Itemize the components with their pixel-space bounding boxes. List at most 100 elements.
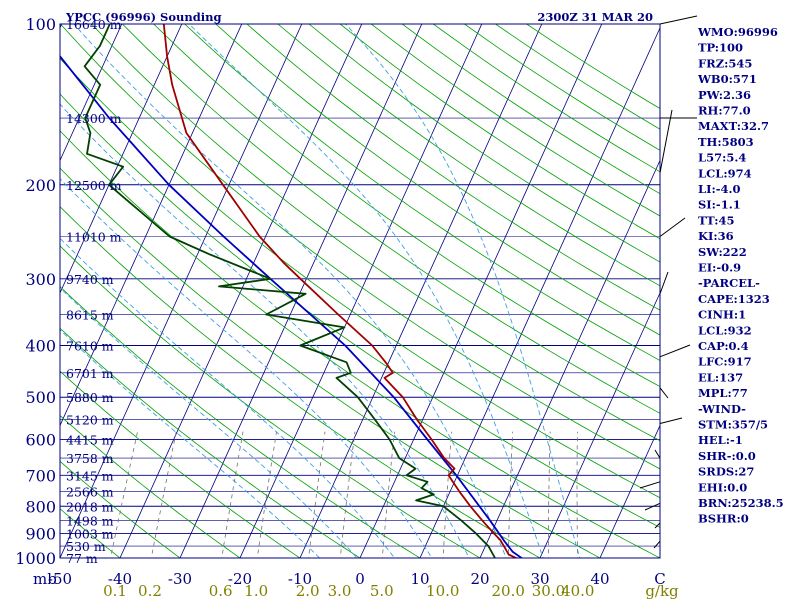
wind-barb [639, 481, 661, 489]
index-item: KI:36 [698, 229, 734, 243]
wind-barb [653, 540, 661, 549]
pressure-tick-label: 600 [25, 431, 56, 450]
dry-adiabat-line [153, 24, 660, 388]
pressure-tick-label: 800 [25, 497, 56, 516]
height-label: 9740 m [66, 272, 114, 287]
wind-barb [659, 15, 698, 25]
mixing-ratio-tick-label: 1.0 [244, 582, 268, 600]
height-label: 77 m [66, 551, 98, 566]
wind-barb [659, 217, 686, 237]
height-label: 6701 m [66, 366, 114, 381]
moist-adiabat-line [73, 24, 507, 558]
height-label: 530 m [66, 539, 106, 554]
index-item: -PARCEL- [698, 276, 760, 290]
mixing-ratio-line [150, 431, 177, 558]
index-item: HEL:-1 [698, 433, 743, 447]
moist-adiabat-line [60, 287, 358, 558]
index-item: TP:100 [698, 41, 743, 55]
mixing-ratio-line [110, 431, 138, 558]
height-label: 3758 m [66, 451, 114, 466]
wind-barb [659, 271, 669, 294]
dry-adiabat-line [277, 24, 660, 287]
mixing-ratio-tick-label: 30.0 [532, 582, 565, 600]
index-item: LFC:917 [698, 355, 752, 369]
index-item: RH:77.0 [698, 104, 751, 118]
mixing-ratio-tick-label: 0.1 [103, 582, 127, 600]
wind-barb [659, 344, 691, 358]
mixing-ratio-tick-label: 0.6 [209, 582, 233, 600]
isotherm-line [479, 159, 660, 558]
index-item: MAXT:32.7 [698, 119, 769, 133]
wind-barb [654, 522, 661, 529]
index-item: BRN:25238.5 [698, 496, 784, 510]
index-item: EL:137 [698, 370, 743, 384]
index-item: WB0:571 [697, 72, 757, 86]
dry-adiabat-line [246, 24, 660, 311]
index-item: STM:357/5 [698, 418, 768, 432]
wind-barb [654, 449, 661, 459]
index-item: -WIND- [698, 402, 746, 416]
dry-adiabat-line [308, 24, 660, 263]
dry-adiabat-line [184, 24, 660, 361]
dry-adiabat-line [60, 57, 660, 499]
index-item: PW:2.36 [698, 88, 751, 102]
wind-barb [644, 502, 661, 511]
index-item: TT:45 [698, 213, 735, 227]
mixing-ratio-tick-label: g/kg [645, 582, 679, 600]
background-grid [60, 24, 660, 558]
mixing-ratio-tick-label: 0.2 [138, 582, 162, 600]
dry-adiabat-line [60, 286, 421, 558]
index-item: SI:-1.1 [698, 198, 741, 212]
height-label: 3145 m [66, 468, 114, 483]
mixing-ratio-line [381, 431, 395, 558]
mixing-ratio-line [442, 431, 452, 558]
index-item: L57:5.4 [698, 151, 746, 165]
profile-lines [60, 24, 524, 558]
pressure-tick-label: 500 [25, 388, 56, 407]
station-title: YPCC (96996) Sounding [65, 10, 222, 24]
wind-barbs [639, 15, 698, 549]
mixing-ratio-line [308, 431, 326, 558]
height-label: 11010 m [66, 229, 122, 244]
index-item: SRDS:27 [698, 465, 754, 479]
index-item: CINH:1 [698, 308, 746, 322]
isotherm-line [60, 24, 123, 162]
pressure-tick-label: 700 [25, 466, 56, 485]
mixing-ratio-tick-label: 40.0 [561, 582, 594, 600]
isotherm-line [299, 24, 543, 558]
dewpoint-trace [83, 24, 496, 558]
mixing-ratio-tick-label: 10.0 [426, 582, 459, 600]
index-item: CAP:0.4 [698, 339, 749, 353]
temperature-trace [162, 24, 521, 558]
parcel-trace [60, 54, 524, 558]
height-label: 14300 m [66, 111, 122, 126]
wind-barb [659, 387, 669, 399]
mixing-ratio-line [339, 431, 356, 558]
temperature-tick-label: -50 [48, 570, 72, 588]
height-label: 5880 m [66, 390, 114, 405]
isotherm-line [60, 24, 303, 558]
mixing-ratio-line [221, 431, 244, 558]
height-label: 2566 m [66, 484, 114, 499]
index-item: EI:-0.9 [698, 261, 741, 275]
index-item: LI:-4.0 [698, 182, 741, 196]
index-item: CAPE:1323 [698, 292, 770, 306]
index-item: EHI:0.0 [698, 480, 747, 494]
height-label: 1003 m [66, 527, 114, 542]
moist-adiabat-line [345, 24, 581, 558]
moist-adiabat-line [60, 103, 470, 558]
temperature-tick-label: -10 [288, 570, 312, 588]
pressure-tick-label: 1000 [15, 549, 56, 568]
index-item: LCL:974 [698, 166, 752, 180]
temperature-tick-label: -20 [228, 570, 252, 588]
temperature-tick-label: -30 [168, 570, 192, 588]
index-item: WMO:96996 [697, 25, 778, 39]
index-item: FRZ:545 [698, 56, 752, 70]
mixing-ratio-tick-label: 2.0 [296, 582, 320, 600]
temperature-tick-label: 0 [355, 570, 365, 588]
moist-adiabat-line [188, 24, 544, 558]
moist-adiabat-line [60, 178, 433, 558]
index-item: SW:222 [698, 245, 747, 259]
